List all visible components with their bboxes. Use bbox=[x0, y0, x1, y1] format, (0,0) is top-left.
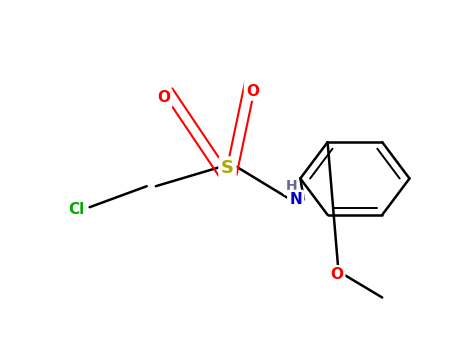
Text: O: O bbox=[246, 84, 259, 98]
Text: S: S bbox=[221, 159, 234, 177]
Text: H: H bbox=[285, 179, 297, 193]
Text: O: O bbox=[330, 267, 343, 282]
Text: Cl: Cl bbox=[68, 203, 84, 217]
Text: N: N bbox=[289, 192, 302, 207]
Text: O: O bbox=[157, 91, 170, 105]
